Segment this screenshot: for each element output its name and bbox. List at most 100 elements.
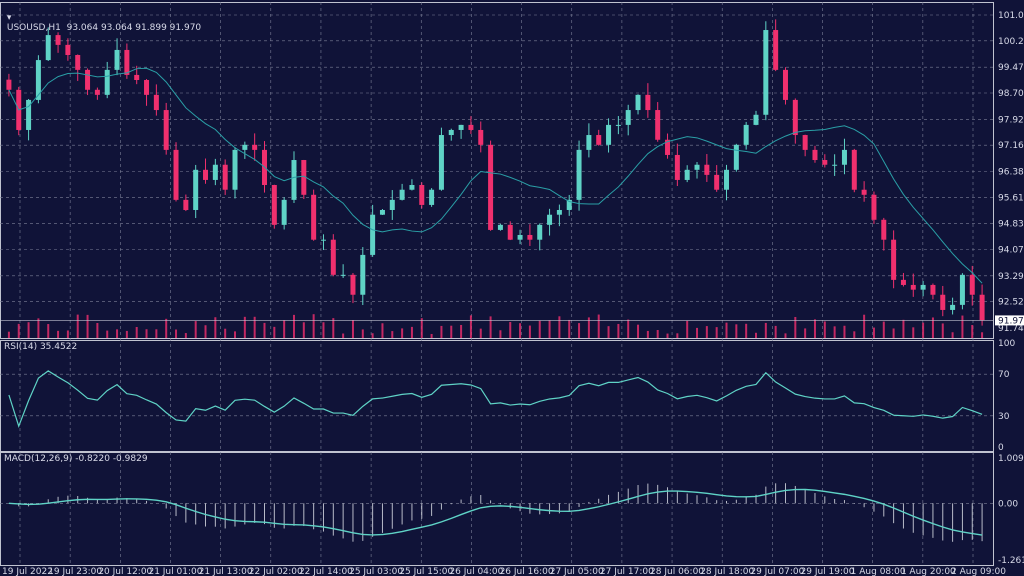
volume-bar <box>686 320 689 338</box>
volume-bar <box>705 326 708 338</box>
candle-body <box>645 94 651 111</box>
time-axis-label: 26 Jul 04:00 <box>449 567 503 576</box>
volume-bar <box>263 322 266 338</box>
candle-body <box>448 129 454 136</box>
candle-body <box>920 284 926 290</box>
volume-bar <box>420 318 423 338</box>
volume-bar <box>892 328 895 338</box>
candle-body <box>822 160 828 165</box>
candle-body <box>753 114 759 125</box>
volume-bar <box>302 322 305 338</box>
time-axis-label: 22 Jul 02:00 <box>249 567 303 576</box>
volume-bar <box>646 330 649 338</box>
candle-body <box>301 160 307 195</box>
volume-bar <box>774 325 777 338</box>
candle-body <box>792 99 798 136</box>
candle-body <box>635 94 641 111</box>
time-axis-label: 19 Jul 2022 <box>2 567 53 576</box>
candle-body <box>714 174 720 190</box>
volume-bar <box>184 333 187 338</box>
candle-body <box>979 294 985 321</box>
candle-body <box>232 149 238 190</box>
volume-bar <box>361 329 364 338</box>
volume-bar <box>224 328 227 338</box>
candle-body <box>104 69 110 95</box>
time-axis-label: 21 Jul 13:00 <box>199 567 253 576</box>
candle-body <box>419 185 425 205</box>
price-axis-label: 94.070 <box>998 245 1024 255</box>
candle-body <box>222 164 228 190</box>
volume-bar <box>332 318 335 338</box>
price-axis-label: 97.925 <box>998 115 1024 125</box>
candle-body <box>694 164 700 170</box>
macd-axis-label: 1.0091 <box>998 454 1024 464</box>
volume-bar <box>96 322 99 338</box>
price-axis-label: 91.745 <box>998 324 1024 334</box>
volume-bar <box>509 321 512 338</box>
candle-body <box>26 99 32 130</box>
time-axis-label: 22 Jul 14:00 <box>299 567 353 576</box>
candle-body <box>173 149 179 200</box>
candle-body <box>281 199 287 225</box>
time-axis-label: 29 Jul 19:00 <box>801 567 855 576</box>
volume-bar <box>410 326 413 338</box>
price-axis-label: 97.160 <box>998 141 1024 151</box>
volume-bar <box>833 326 836 338</box>
candle-body <box>625 110 631 125</box>
volume-bar <box>273 326 276 338</box>
volume-bar <box>981 332 984 338</box>
symbol-name: USOUSD,H1 <box>6 23 61 33</box>
candle-body <box>930 284 936 295</box>
volume-bar <box>106 330 109 338</box>
candle-body <box>547 214 553 225</box>
candle-body <box>940 294 946 310</box>
volume-bar <box>469 315 472 338</box>
volume-bar <box>27 322 30 338</box>
volume-bar <box>528 325 531 338</box>
symbol-header: ▾ USOUSD,H1 93.064 93.064 91.899 91.970 <box>4 3 201 33</box>
candle-body <box>291 160 297 200</box>
volume-bar <box>342 333 345 338</box>
candle-body <box>55 35 61 45</box>
volume-bar <box>165 318 168 338</box>
price-axis-label: 94.835 <box>998 220 1024 230</box>
candle-body <box>537 224 543 240</box>
candle-body <box>566 199 572 210</box>
time-axis-label: 19 Jul 23:00 <box>48 567 102 576</box>
time-axis-label: 28 Jul 18:00 <box>700 567 754 576</box>
collapse-triangle-icon[interactable]: ▾ <box>6 13 12 23</box>
candle-body <box>596 135 602 145</box>
candle-body <box>320 239 326 241</box>
candle-body <box>65 44 71 56</box>
volume-bar <box>961 315 964 338</box>
panel-frame <box>0 340 994 452</box>
price-axis-label: 93.290 <box>998 272 1024 282</box>
volume-bar <box>578 323 581 338</box>
volume-bar <box>175 329 178 338</box>
volume-bar <box>135 326 138 338</box>
time-axis-label: 1 Aug 20:00 <box>901 567 956 576</box>
volume-bar <box>499 330 502 338</box>
candle-body <box>684 169 690 180</box>
panel-frame <box>0 2 994 339</box>
rsi-axis-label: 100 <box>998 339 1015 349</box>
macd-axis-label: 0.00 <box>998 499 1018 509</box>
volume-bar <box>617 323 620 338</box>
candle-body <box>340 274 346 276</box>
candle-body <box>556 209 562 215</box>
volume-bar <box>479 328 482 338</box>
candle-body <box>458 124 464 130</box>
price-axis-label: 98.705 <box>998 89 1024 99</box>
volume-bar <box>351 320 354 338</box>
price-axis-label: 99.470 <box>998 63 1024 73</box>
volume-bar <box>519 323 522 338</box>
macd-label: MACD(12,26,9) -0.8220 -0.9829 <box>4 454 148 464</box>
volume-bar <box>823 321 826 338</box>
rsi-axis-label: 70 <box>998 370 1010 380</box>
volume-bar <box>253 316 256 338</box>
time-axis-label: 29 Jul 07:00 <box>750 567 804 576</box>
candle-body <box>271 185 277 225</box>
volume-bar <box>607 326 610 338</box>
candle-body <box>802 135 808 150</box>
